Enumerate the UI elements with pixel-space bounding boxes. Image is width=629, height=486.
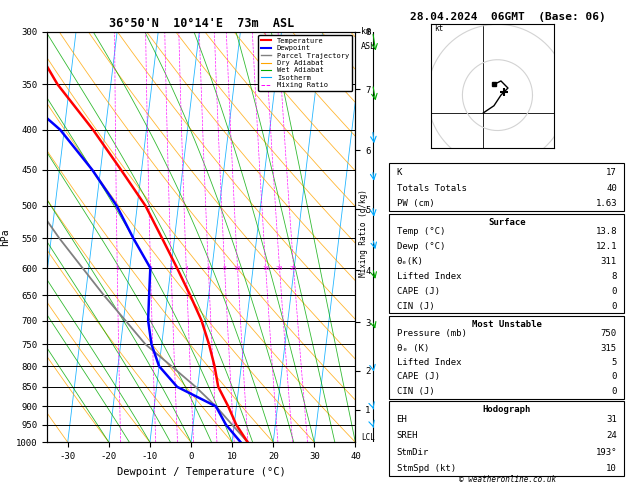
Text: 0: 0 [611,372,617,382]
Text: SREH: SREH [396,432,418,440]
Text: 10: 10 [234,265,241,271]
Text: 750: 750 [601,330,617,338]
Text: Temp (°C): Temp (°C) [396,227,445,237]
Text: 25: 25 [290,265,298,271]
Text: Mixing Ratio (g/kg): Mixing Ratio (g/kg) [359,190,368,277]
Text: 6: 6 [206,265,210,271]
Text: PW (cm): PW (cm) [396,199,434,208]
Text: LCL: LCL [362,433,376,442]
Text: CIN (J): CIN (J) [396,387,434,396]
Bar [389,316,624,399]
Text: 17: 17 [606,169,617,177]
Text: 4: 4 [184,265,188,271]
Text: 31: 31 [606,415,617,424]
Bar [389,214,624,313]
Text: kt: kt [435,24,443,34]
Text: Surface: Surface [488,218,525,227]
Text: 24: 24 [606,432,617,440]
Text: Dewp (°C): Dewp (°C) [396,242,445,251]
Title: 36°50'N  10°14'E  73m  ASL: 36°50'N 10°14'E 73m ASL [109,17,294,31]
Text: 10: 10 [606,464,617,473]
Text: 20: 20 [276,265,283,271]
Text: 3: 3 [169,265,173,271]
Text: 8: 8 [611,272,617,281]
Text: 311: 311 [601,257,617,266]
Text: 315: 315 [601,344,617,353]
Bar [389,401,624,476]
Text: 2: 2 [148,265,152,271]
Text: ASL: ASL [361,42,376,51]
Text: Totals Totals: Totals Totals [396,184,466,193]
Text: 12.1: 12.1 [596,242,617,251]
Text: Lifted Index: Lifted Index [396,358,461,367]
Text: K: K [396,169,402,177]
Text: CAPE (J): CAPE (J) [396,287,440,296]
Legend: Temperature, Dewpoint, Parcel Trajectory, Dry Adiabat, Wet Adiabat, Isotherm, Mi: Temperature, Dewpoint, Parcel Trajectory… [258,35,352,91]
Bar [389,163,624,211]
Text: Lifted Index: Lifted Index [396,272,461,281]
Text: CAPE (J): CAPE (J) [396,372,440,382]
Text: EH: EH [396,415,407,424]
Text: 16: 16 [262,265,269,271]
Text: 0: 0 [611,387,617,396]
Text: 8: 8 [223,265,226,271]
Text: θₑ (K): θₑ (K) [396,344,429,353]
X-axis label: Dewpoint / Temperature (°C): Dewpoint / Temperature (°C) [117,467,286,477]
Text: CIN (J): CIN (J) [396,301,434,311]
Text: 1: 1 [115,265,119,271]
Text: StmDir: StmDir [396,448,429,456]
Text: km: km [361,27,371,36]
Text: Most Unstable: Most Unstable [472,320,542,329]
Text: Hodograph: Hodograph [482,405,531,414]
Text: © weatheronline.co.uk: © weatheronline.co.uk [459,474,557,484]
Text: Pressure (mb): Pressure (mb) [396,330,466,338]
Text: 1.63: 1.63 [596,199,617,208]
Text: 13.8: 13.8 [596,227,617,237]
Text: 28.04.2024  06GMT  (Base: 06): 28.04.2024 06GMT (Base: 06) [410,12,606,22]
Text: θₑ(K): θₑ(K) [396,257,423,266]
Text: 0: 0 [611,301,617,311]
Text: 40: 40 [606,184,617,193]
Text: StmSpd (kt): StmSpd (kt) [396,464,455,473]
Y-axis label: hPa: hPa [1,228,11,246]
Text: 0: 0 [611,287,617,296]
Text: 193°: 193° [596,448,617,456]
Text: 5: 5 [611,358,617,367]
